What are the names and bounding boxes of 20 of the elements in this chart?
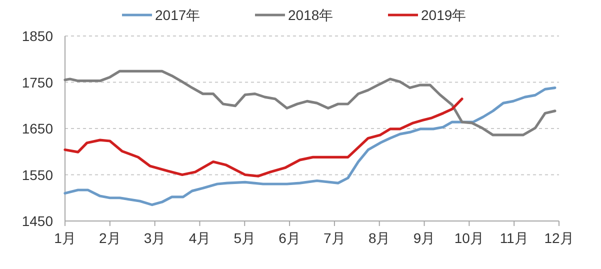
x-tick-label: 5月 (234, 230, 256, 246)
y-tick-label: 1750 (22, 74, 54, 90)
y-tick-label: 1650 (22, 120, 54, 136)
legend-label: 2019年 (421, 7, 466, 23)
x-tick-label: 10月 (454, 230, 484, 246)
x-tick-label: 4月 (188, 230, 211, 246)
x-tick-label: 7月 (324, 230, 346, 246)
x-tick-label: 9月 (413, 230, 436, 246)
x-tick-label: 1月 (54, 230, 76, 246)
x-tick-label: 2月 (99, 230, 121, 246)
y-tick-label: 1450 (22, 213, 54, 229)
x-tick-label: 12月 (544, 230, 574, 246)
x-tick-label: 11月 (500, 230, 528, 246)
x-tick-label: 3月 (144, 230, 166, 246)
x-tick-label: 8月 (368, 230, 390, 246)
legend-label: 2018年 (288, 7, 334, 23)
legend-label: 2017年 (155, 7, 200, 23)
x-tick-label: 6月 (278, 230, 300, 246)
y-tick-label: 1550 (22, 166, 54, 183)
y-tick-label: 1850 (22, 28, 54, 44)
